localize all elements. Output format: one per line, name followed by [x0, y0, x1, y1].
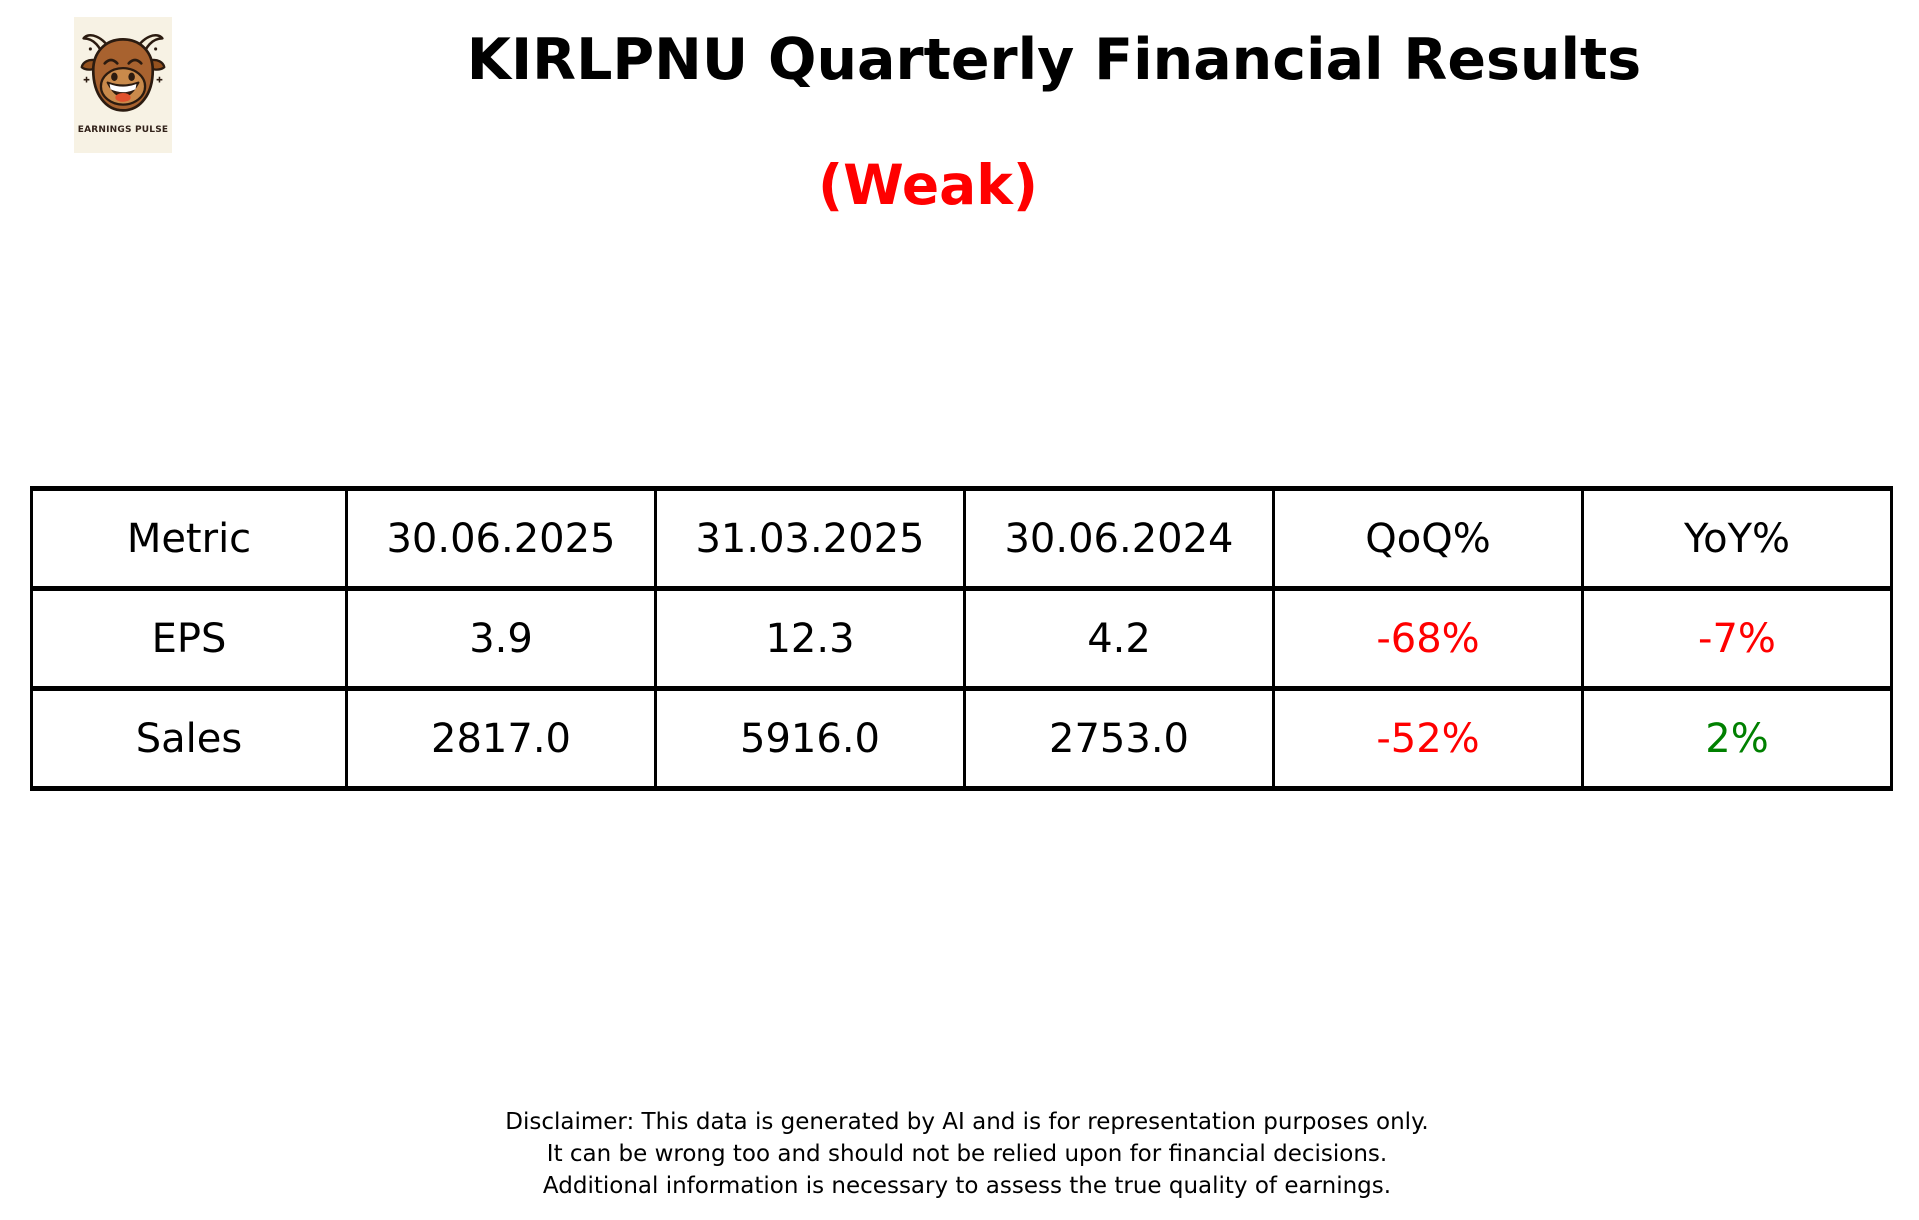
col-header-yoy: YoY%	[1581, 486, 1893, 591]
disclaimer-line: Additional information is necessary to a…	[542, 1173, 1392, 1199]
earnings-pulse-logo: EARNINGS PULSE	[74, 17, 172, 153]
cell-qoq-change: -68%	[1272, 586, 1584, 691]
col-header-q-yearago: 30.06.2024	[963, 486, 1275, 591]
cell-value: 2817.0	[345, 686, 657, 791]
disclaimer-line: Disclaimer: This data is generated by AI…	[505, 1109, 1429, 1135]
cell-metric: EPS	[30, 586, 348, 691]
quarterly-results-table: Metric 30.06.2025 31.03.2025 30.06.2024 …	[30, 486, 1893, 791]
col-header-q-previous: 31.03.2025	[654, 486, 966, 591]
table-row-eps: EPS 3.9 12.3 4.2 -68% -7%	[30, 586, 1893, 691]
logo-brand-text: EARNINGS PULSE	[77, 125, 169, 135]
disclaimer-line: It can be wrong too and should not be re…	[546, 1141, 1388, 1167]
table-row-sales: Sales 2817.0 5916.0 2753.0 -52% 2%	[30, 686, 1893, 791]
cell-value: 5916.0	[654, 686, 966, 791]
col-header-qoq: QoQ%	[1272, 486, 1584, 591]
cell-value: 2753.0	[963, 686, 1275, 791]
cell-value: 3.9	[345, 586, 657, 691]
page-title: KIRLPNU Quarterly Financial Results	[466, 27, 1642, 93]
cell-value: 12.3	[654, 586, 966, 691]
cell-metric: Sales	[30, 686, 348, 791]
verdict-label: (Weak)	[818, 153, 1038, 217]
col-header-metric: Metric	[30, 486, 348, 591]
cell-yoy-change: -7%	[1581, 586, 1893, 691]
table-header-row: Metric 30.06.2025 31.03.2025 30.06.2024 …	[30, 486, 1893, 591]
laughing-bull-icon	[80, 34, 166, 112]
cell-value: 4.2	[963, 586, 1275, 691]
disclaimer: Disclaimer: This data is generated by AI…	[367, 1106, 1567, 1202]
cell-yoy-change: 2%	[1581, 686, 1893, 791]
cell-qoq-change: -52%	[1272, 686, 1584, 791]
col-header-q-current: 30.06.2025	[345, 486, 657, 591]
